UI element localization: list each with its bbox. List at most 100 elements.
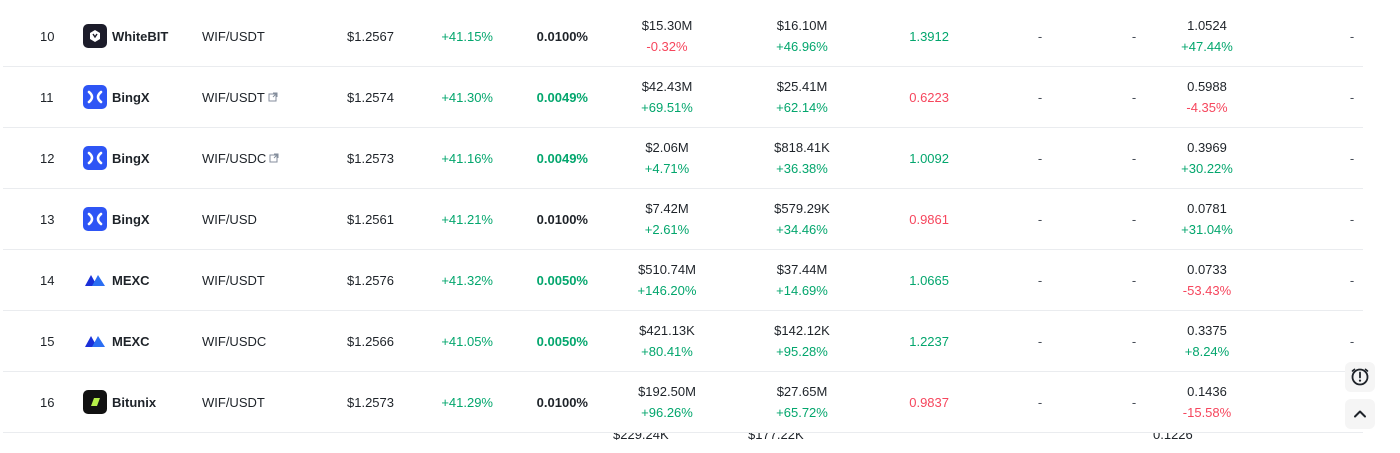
- volume-cell: $42.43M +69.51%: [613, 67, 721, 127]
- table-row[interactable]: 15 MEXC WIF/USDC $1.2566 +41.05% 0.0050% $421.…: [3, 311, 1363, 372]
- open-interest-cell: $177.22K: [748, 433, 856, 453]
- empty-cell: -: [1131, 211, 1137, 227]
- open-interest-change: +62.14%: [776, 100, 828, 115]
- open-interest-value: $579.29K: [774, 201, 830, 216]
- open-interest-value: $177.22K: [748, 433, 804, 442]
- external-link-icon[interactable]: [268, 92, 278, 102]
- chevron-up-icon: [1354, 410, 1366, 418]
- exchange-cell[interactable]: WhiteBIT: [83, 6, 203, 66]
- table-row[interactable]: 13 BingX WIF/USD $1.2561 +41.21% 0.0100% $7.42…: [3, 189, 1363, 250]
- pair-label: WIF/USDT: [202, 28, 265, 44]
- price-cell: $1.2566: [347, 333, 394, 349]
- empty-cell: -: [1037, 333, 1043, 349]
- open-interest-value: $142.12K: [774, 323, 830, 338]
- rank-cell: 10: [40, 28, 55, 44]
- volume-change: +2.61%: [644, 222, 690, 237]
- table-row[interactable]: 10 WhiteBIT WIF/USDT $1.2567 +41.15% 0.0100% $…: [3, 6, 1363, 67]
- pair-cell[interactable]: WIF/USDT: [202, 372, 322, 432]
- funding-rate-cell: 0.0050%: [536, 333, 588, 349]
- exchange-name: BingX: [112, 89, 150, 105]
- exchange-cell[interactable]: MEXC: [83, 250, 203, 310]
- rank-cell: 16: [40, 394, 55, 410]
- metric-cell: 0.3969 +30.22%: [1153, 128, 1261, 188]
- external-link-icon[interactable]: [269, 153, 279, 163]
- alert-button[interactable]: [1345, 362, 1375, 392]
- metric-value: 0.3375: [1187, 323, 1227, 338]
- metric-change: -4.35%: [1186, 100, 1228, 115]
- open-interest-change: +14.69%: [776, 283, 828, 298]
- pair-label: WIF/USDC: [202, 150, 267, 166]
- open-interest-cell: $579.29K +34.46%: [748, 189, 856, 249]
- open-interest-cell: $37.44M +14.69%: [748, 250, 856, 310]
- metric-change: -53.43%: [1182, 283, 1232, 298]
- metric-value: 1.0524: [1187, 18, 1227, 33]
- metric-value: 0.1226: [1153, 433, 1193, 442]
- volume-value: $421.13K: [639, 323, 695, 338]
- pair-cell[interactable]: WIF/USDT: [202, 250, 322, 310]
- pair-cell[interactable]: WIF/USD: [202, 189, 322, 249]
- funding-rate-cell: 0.0050%: [536, 272, 588, 288]
- pair-cell[interactable]: WIF/USDT: [202, 6, 322, 66]
- volume-value: $7.42M: [645, 201, 689, 216]
- price-change-cell: +41.21%: [441, 211, 493, 227]
- ratio-cell: 0.9861: [909, 211, 949, 227]
- volume-cell: $421.13K +80.41%: [613, 311, 721, 371]
- pair-cell[interactable]: WIF/USDT: [202, 67, 322, 127]
- open-interest-cell: $25.41M +62.14%: [748, 67, 856, 127]
- exchange-cell[interactable]: BingX: [83, 128, 203, 188]
- exchange-name: MEXC: [112, 333, 150, 349]
- metric-value: 0.0733: [1187, 262, 1227, 277]
- price-change-cell: +41.05%: [441, 333, 493, 349]
- funding-rate-cell: 0.0100%: [536, 28, 588, 44]
- open-interest-change: +46.96%: [776, 39, 828, 54]
- exchange-cell[interactable]: MEXC: [83, 311, 203, 371]
- rank-cell: 11: [40, 89, 54, 105]
- pair-cell[interactable]: WIF/USDC: [202, 128, 322, 188]
- empty-cell: -: [1037, 89, 1043, 105]
- metric-cell: 0.3375 +8.24%: [1153, 311, 1261, 371]
- ratio-cell: 0.9837: [909, 394, 949, 410]
- funding-rate-cell: 0.0100%: [536, 211, 588, 227]
- ratio-cell: 1.3912: [909, 28, 949, 44]
- empty-cell: -: [1131, 28, 1137, 44]
- metric-cell: 0.0733 -53.43%: [1153, 250, 1261, 310]
- open-interest-value: $27.65M: [776, 384, 828, 399]
- exchange-cell[interactable]: BingX: [83, 189, 203, 249]
- volume-change: +146.20%: [637, 283, 697, 298]
- volume-value: $42.43M: [641, 79, 693, 94]
- rank-cell: 14: [40, 272, 55, 288]
- exchange-name: BingX: [112, 150, 150, 166]
- exchange-cell[interactable]: BingX: [83, 67, 203, 127]
- ratio-cell: 1.2237: [909, 333, 949, 349]
- pair-cell[interactable]: WIF/USDC: [202, 311, 322, 371]
- open-interest-cell: $142.12K +95.28%: [748, 311, 856, 371]
- volume-value: $229.24K: [613, 433, 669, 442]
- table-row-partial[interactable]: $229.24K $177.22K 0.1226: [3, 433, 1363, 453]
- table-row[interactable]: 11 BingX WIF/USDT $1.2574 +41.30% 0.0049% $42.…: [3, 67, 1363, 128]
- price-cell: $1.2573: [347, 150, 394, 166]
- empty-cell: -: [1349, 333, 1355, 349]
- scroll-top-button[interactable]: [1345, 399, 1375, 429]
- price-cell: $1.2561: [347, 211, 394, 227]
- table-row[interactable]: 16 Bitunix WIF/USDT $1.2573 +41.29% 0.0100% $1…: [3, 372, 1363, 433]
- empty-cell: -: [1131, 394, 1137, 410]
- bitunix-logo-icon: [83, 390, 107, 414]
- price-cell: $1.2567: [347, 28, 394, 44]
- mexc-logo-icon: [83, 329, 107, 353]
- metric-change: +30.22%: [1181, 161, 1233, 176]
- empty-cell: -: [1131, 89, 1137, 105]
- table-row[interactable]: 12 BingX WIF/USDC $1.2573 +41.16% 0.0049% $2.0…: [3, 128, 1363, 189]
- funding-rate-cell: 0.0049%: [536, 89, 588, 105]
- metric-cell: 0.0781 +31.04%: [1153, 189, 1261, 249]
- price-change-cell: +41.32%: [441, 272, 493, 288]
- open-interest-cell: $818.41K +36.38%: [748, 128, 856, 188]
- funding-rate-cell: 0.0100%: [536, 394, 588, 410]
- ratio-cell: 0.6223: [909, 89, 949, 105]
- bingx-logo-icon: [83, 207, 107, 231]
- table-row[interactable]: 14 MEXC WIF/USDT $1.2576 +41.32% 0.0050% $510.…: [3, 250, 1363, 311]
- exchange-cell[interactable]: Bitunix: [83, 372, 203, 432]
- empty-cell: -: [1037, 211, 1043, 227]
- empty-cell: -: [1131, 333, 1137, 349]
- open-interest-change: +65.72%: [776, 405, 828, 420]
- price-cell: $1.2574: [347, 89, 394, 105]
